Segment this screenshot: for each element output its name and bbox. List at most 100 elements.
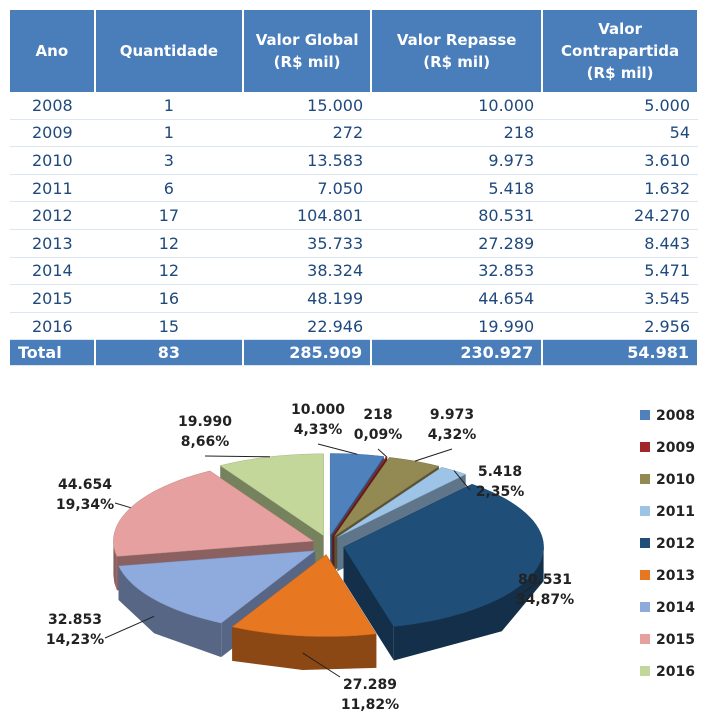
pie-chart: 10.000 4,33% 218 0,09% 9.973 4,32% 5.418 2,35% 8… (25, 402, 695, 713)
legend-swatch (640, 410, 650, 420)
total-cell: 230.927 (371, 339, 544, 367)
percentage-label: 0,09% (354, 427, 403, 443)
value-label: 32.853 (48, 612, 102, 628)
value-label: 218 (363, 407, 392, 423)
legend-label: 2011 (656, 504, 695, 520)
table-cell: 272 (243, 119, 372, 148)
table-cell: 6 (94, 174, 244, 203)
leader-line (453, 470, 471, 491)
leader-line (377, 448, 388, 458)
total-cell: Total (10, 339, 96, 367)
value-label: 5.418 (478, 464, 522, 480)
legend-swatch (640, 538, 650, 548)
legend-swatch (640, 506, 650, 516)
legend-label: 2014 (656, 600, 695, 616)
table-cell: 2016 (10, 312, 95, 341)
legend-label: 2009 (656, 440, 695, 456)
table-cell: 22.946 (243, 312, 372, 341)
leader-line (204, 455, 270, 458)
table-cell: 1 (94, 92, 244, 120)
table-cell: 15 (94, 312, 244, 341)
legend-swatch (640, 474, 650, 484)
header-cell: Valor Contrapartida (R$ mil) (542, 10, 699, 92)
table-cell: 17 (94, 201, 244, 230)
legend-swatch (640, 602, 650, 612)
table-row: 2015 16 48.199 44.654 3.545 (10, 284, 698, 313)
value-label: 9.973 (430, 407, 474, 423)
legend-label: 2015 (656, 632, 695, 648)
table-cell: 12 (94, 257, 244, 286)
table-cell: 12 (94, 229, 244, 258)
table-cell: 35.733 (243, 229, 372, 258)
percentage-label: 14,23% (46, 632, 104, 648)
header-cell: Ano (10, 10, 96, 92)
value-label: 27.289 (343, 677, 397, 693)
table-cell: 2011 (10, 174, 95, 203)
data-table: Ano Quantidade Valor Global (R$ mil) Valor … (10, 10, 699, 367)
table-cell: 48.199 (243, 284, 372, 313)
percentage-label: 4,32% (428, 427, 477, 443)
total-cell: 54.981 (542, 339, 699, 367)
leader-line (414, 448, 453, 462)
table-cell: 19.990 (371, 312, 543, 341)
legend-swatch (640, 666, 650, 676)
table-cell: 2009 (10, 119, 95, 148)
legend-label: 2013 (656, 568, 695, 584)
table-cell: 38.324 (243, 257, 372, 286)
table-cell: 1 (94, 119, 244, 148)
leader-line (302, 652, 341, 678)
table-row: 2009 1 272 218 54 (10, 119, 698, 148)
table-cell: 24.270 (542, 201, 698, 230)
percentage-label: 8,66% (181, 434, 230, 450)
header-cell: Valor Repasse (R$ mil) (371, 10, 544, 92)
table-cell: 5.418 (371, 174, 543, 203)
value-label: 44.654 (58, 477, 112, 493)
legend-label: 2008 (656, 408, 695, 424)
slice-side (118, 566, 222, 658)
table-cell: 54 (542, 119, 698, 148)
table-cell: 2.956 (542, 312, 698, 341)
table-cell: 80.531 (371, 201, 543, 230)
table-cell: 9.973 (371, 146, 543, 175)
table-cell: 2008 (10, 92, 95, 120)
leader-line (317, 443, 358, 455)
total-row: Total 83 285.909 230.927 54.981 (10, 339, 699, 367)
legend-label: 2016 (656, 664, 695, 680)
table-row: 2014 12 38.324 32.853 5.471 (10, 257, 698, 286)
table-row: 2016 15 22.946 19.990 2.956 (10, 312, 698, 341)
table-cell: 5.471 (542, 257, 698, 286)
table-cell: 7.050 (243, 174, 372, 203)
table-cell: 218 (371, 119, 543, 148)
table-cell: 3.610 (542, 146, 698, 175)
table-cell: 5.000 (542, 92, 698, 120)
leader-line (114, 502, 131, 509)
table-cell: 2013 (10, 229, 95, 258)
table-cell: 44.654 (371, 284, 543, 313)
slice (118, 550, 316, 624)
header-row: Ano Quantidade Valor Global (R$ mil) Valor … (10, 10, 699, 92)
table-row: 2010 3 13.583 9.973 3.610 (10, 146, 698, 175)
slice (343, 483, 544, 627)
table-cell: 2012 (10, 201, 95, 230)
table-row: 2008 1 15.000 10.000 5.000 (10, 92, 698, 120)
value-label: 19.990 (178, 414, 232, 430)
table-cell: 15.000 (243, 92, 372, 120)
table-cell: 27.289 (371, 229, 543, 258)
legend-swatch (640, 442, 650, 452)
legend-swatch (640, 570, 650, 580)
legend-label: 2010 (656, 472, 695, 488)
table-cell: 32.853 (371, 257, 543, 286)
slice (113, 470, 315, 557)
table-cell: 3 (94, 146, 244, 175)
slice-side (113, 541, 117, 591)
table-row: 2013 12 35.733 27.289 8.443 (10, 229, 698, 258)
table-cell: 16 (94, 284, 244, 313)
slice-wall (343, 547, 394, 661)
table-cell: 104.801 (243, 201, 372, 230)
table-cell: 8.443 (542, 229, 698, 258)
table-cell: 1.632 (542, 174, 698, 203)
total-cell: 285.909 (243, 339, 373, 367)
slice-side (393, 547, 544, 661)
percentage-label: 19,34% (56, 497, 114, 513)
slice (231, 554, 377, 637)
